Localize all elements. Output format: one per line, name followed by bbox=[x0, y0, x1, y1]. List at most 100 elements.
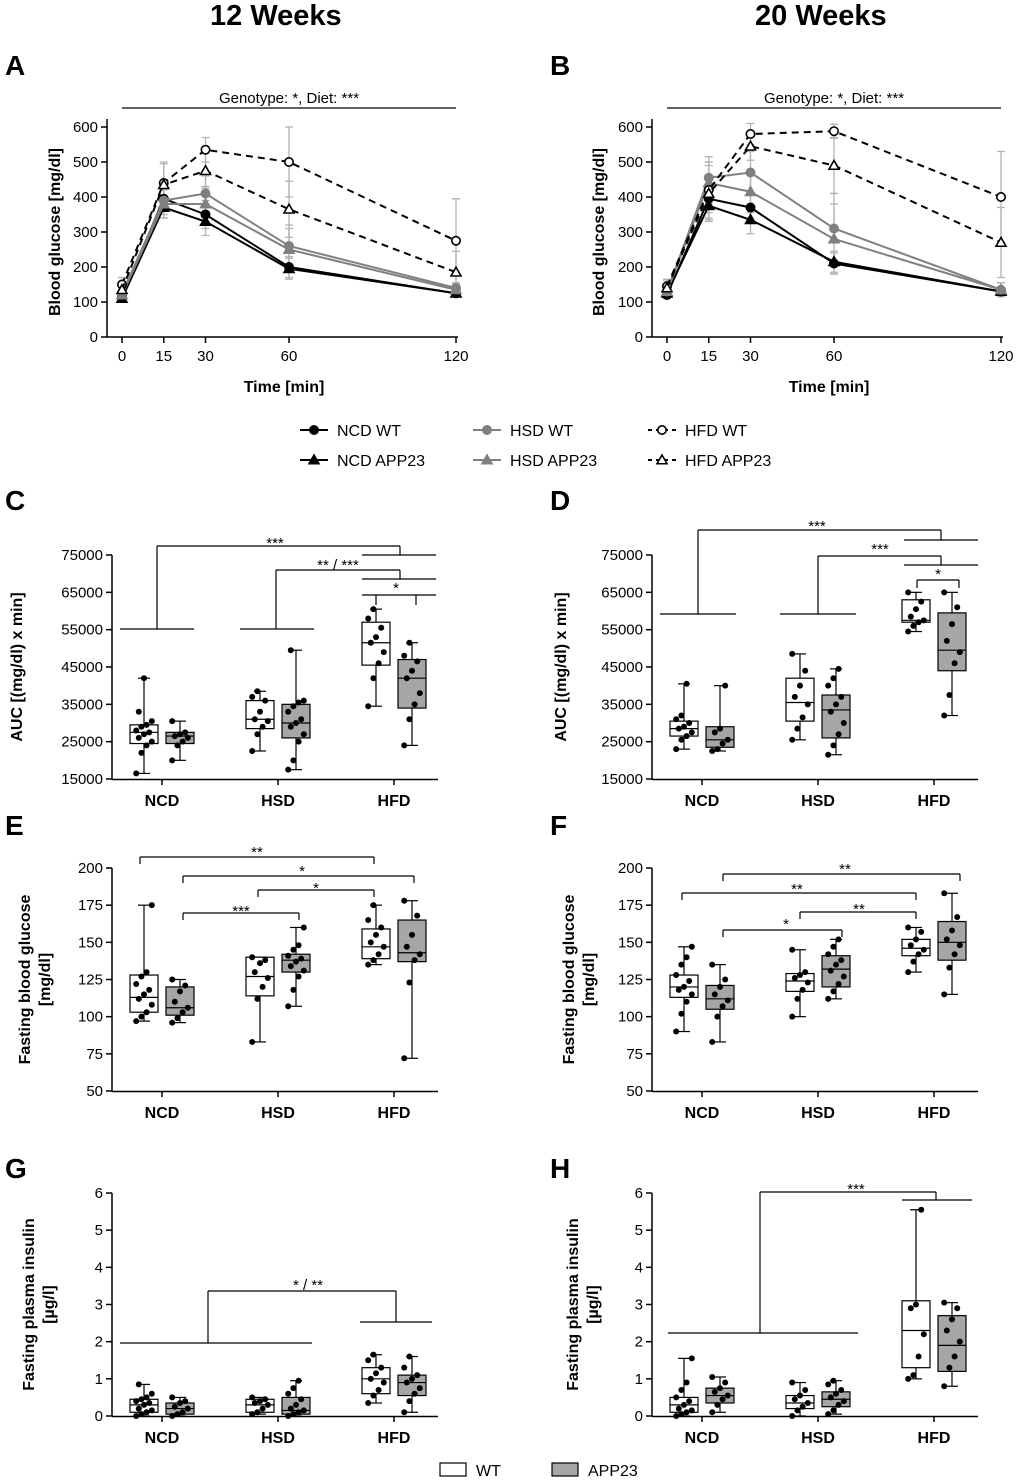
annotation-text-B: Genotype: *, Diet: *** bbox=[764, 90, 904, 107]
box-C-hsd-app23-point bbox=[300, 697, 307, 704]
box-C-ncd-wt-point bbox=[133, 770, 140, 777]
box-D-hfd-wt-point bbox=[913, 606, 919, 613]
box-D-ncd-wt-point bbox=[678, 736, 685, 743]
box-G-hfd-app23-point bbox=[406, 1353, 413, 1360]
data-point-hfd-wt bbox=[283, 157, 294, 168]
box-G-hfd-app23-point bbox=[409, 1375, 415, 1382]
box-G-hsd-wt-point bbox=[264, 1401, 271, 1408]
x-axis-label-A: Time [min] bbox=[244, 379, 325, 396]
box-H-hsd-wt-point bbox=[804, 1399, 811, 1406]
box-F-hsd-app23-point bbox=[835, 980, 842, 987]
y-tick-label-A: 0 bbox=[90, 329, 98, 346]
box-C-hfd-wt-point bbox=[378, 624, 385, 631]
y-tick-label-A: 500 bbox=[73, 154, 98, 171]
box-E-ncd-app23-point bbox=[179, 1009, 186, 1016]
sig-label-E: * bbox=[313, 880, 319, 897]
box-F-ncd-wt-point bbox=[678, 961, 685, 968]
box-F-hfd-app23-point bbox=[954, 914, 961, 921]
legend-marker-hsd-app23 bbox=[480, 453, 494, 465]
box-C-hfd-app23-point bbox=[406, 716, 413, 723]
y-tick-label-B: 100 bbox=[618, 294, 643, 311]
box-C-hfd-app23-point bbox=[406, 639, 413, 646]
box-E-ncd-wt-point bbox=[133, 1018, 140, 1025]
box-G-ncd-wt-point bbox=[135, 1381, 142, 1388]
box-E-hfd-wt-point bbox=[365, 917, 372, 924]
box-F-hfd-app23-point bbox=[941, 890, 948, 897]
box-H-hsd-wt-point bbox=[797, 1392, 803, 1399]
box-E-hsd-app23-point bbox=[295, 973, 302, 980]
sig-label-D: * bbox=[935, 566, 941, 583]
y-axis-label-line-F: [mg/dl] bbox=[581, 953, 598, 1006]
box-D-hsd-app23-point bbox=[825, 682, 832, 689]
box-E-hfd-wt-point bbox=[370, 902, 377, 909]
y-tick-label-H: 3 bbox=[635, 1297, 643, 1314]
box-E-hsd-app23-point bbox=[298, 955, 305, 962]
box-E-ncd-app23-point bbox=[174, 1015, 181, 1022]
box-C-ncd-wt-point bbox=[135, 708, 142, 715]
box-G-hfd-app23-point bbox=[411, 1390, 418, 1397]
box-G-hsd-app23-point bbox=[287, 1405, 294, 1412]
box-D-hfd-wt-point bbox=[907, 613, 914, 620]
box-C-hsd-app23-point bbox=[293, 720, 299, 726]
box-C-ncd-wt-point bbox=[141, 675, 147, 682]
box-H-hfd-app23-point bbox=[954, 1305, 961, 1312]
box-E-hsd-wt-point bbox=[259, 983, 266, 990]
panel-letter-H: H bbox=[550, 1153, 570, 1184]
box-D-hsd-app23-point bbox=[830, 675, 837, 682]
box-H-hsd-wt-point bbox=[789, 1413, 796, 1419]
y-tick-label-D: 45000 bbox=[601, 659, 643, 676]
box-D-hfd-wt-point bbox=[918, 598, 925, 605]
box-D-hsd-wt-point bbox=[799, 714, 806, 721]
box-E-ncd-app23-point bbox=[184, 1004, 191, 1011]
box-H-ncd-wt-point bbox=[688, 1407, 695, 1414]
panel-letter-C: C bbox=[5, 485, 25, 516]
y-tick-label-H: 0 bbox=[635, 1408, 643, 1425]
data-point-hfd-app23 bbox=[827, 158, 841, 171]
x-tick-label-D: HFD bbox=[918, 793, 951, 810]
box-C-hsd-wt-point bbox=[259, 723, 266, 730]
box-G-hsd-app23-point bbox=[295, 1409, 302, 1416]
y-tick-label-H: 5 bbox=[635, 1222, 643, 1239]
data-point-hfd-app23 bbox=[994, 235, 1008, 248]
box-G-hfd-app23-point bbox=[416, 1385, 423, 1392]
box-F-hfd-wt-point bbox=[913, 936, 919, 943]
x-tick-label-F: NCD bbox=[685, 1105, 720, 1122]
sig-label-F: ** bbox=[839, 861, 851, 878]
x-tick-label-A: 60 bbox=[281, 348, 298, 365]
box-E-ncd-wt-point bbox=[146, 986, 153, 993]
box-D-hsd-wt-point bbox=[802, 667, 809, 674]
box-H-hsd-app23-point bbox=[840, 1398, 847, 1405]
y-tick-label-F: 50 bbox=[626, 1083, 643, 1100]
box-E-hfd-app23-point bbox=[403, 943, 410, 950]
box-G-hsd-wt-point bbox=[259, 1405, 266, 1412]
box-E-ncd-app23-point bbox=[169, 976, 176, 983]
box-D-ncd-wt-point bbox=[675, 725, 682, 732]
box-C-hfd-wt-point bbox=[365, 615, 372, 622]
y-tick-label-B: 600 bbox=[618, 119, 643, 136]
box-C-hfd-app23-iqr bbox=[397, 658, 427, 709]
box-C-hsd-app23-point bbox=[285, 766, 292, 773]
box-H-ncd-app23-point bbox=[711, 1388, 718, 1395]
y-tick-label-C: 55000 bbox=[61, 622, 103, 639]
y-axis-label-line-E: Fasting blood glucose bbox=[17, 895, 34, 1065]
box-H-hfd-wt-point bbox=[913, 1301, 919, 1308]
box-C-hsd-app23-point bbox=[290, 757, 297, 764]
box-H-hfd-app23-point bbox=[951, 1353, 958, 1360]
box-E-ncd-wt-point bbox=[148, 1001, 155, 1008]
box-H-hsd-app23-point bbox=[830, 1407, 837, 1414]
box-D-hsd-wt-point bbox=[804, 701, 811, 708]
x-tick-label-B: 120 bbox=[988, 348, 1013, 365]
box-D-hsd-wt-point bbox=[797, 682, 803, 689]
box-F-ncd-app23-point bbox=[722, 976, 729, 983]
box-C-hfd-wt-point bbox=[375, 660, 382, 667]
box-F-ncd-wt-point bbox=[686, 977, 693, 984]
box-G-hfd-wt-point bbox=[378, 1364, 385, 1371]
y-tick-label-B: 400 bbox=[618, 189, 643, 206]
box-F-hsd-app23-point bbox=[830, 943, 837, 950]
box-H-hfd-wt-point bbox=[910, 1372, 917, 1379]
box-C-ncd-wt-point bbox=[133, 727, 140, 734]
data-point-hsd-app23 bbox=[282, 242, 296, 255]
box-F-ncd-wt-point bbox=[688, 991, 695, 998]
box-C-hfd-wt-point bbox=[373, 634, 379, 641]
box-E-ncd-wt-point bbox=[135, 995, 142, 1002]
